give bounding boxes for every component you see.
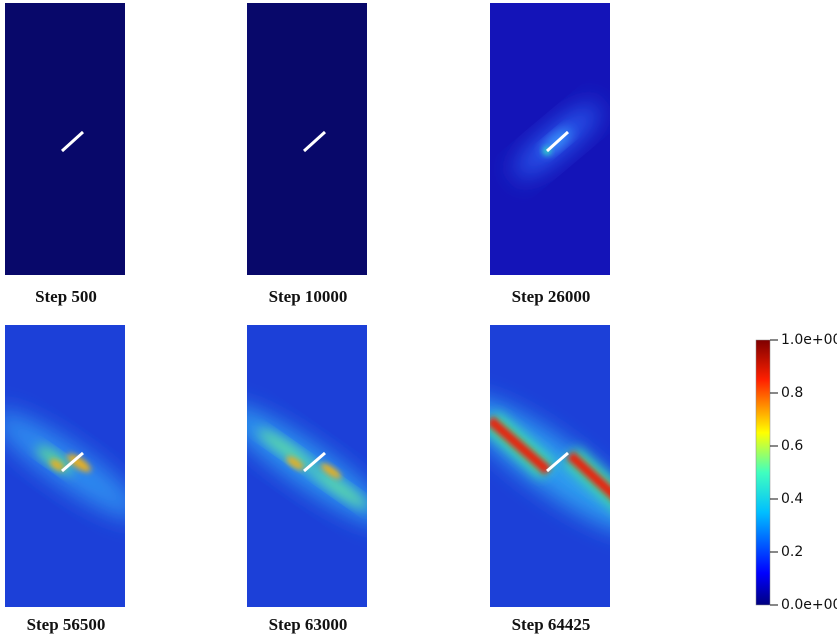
colorbar — [755, 339, 771, 606]
colorbar-ticks: 1.0e+00 0.8 0.6 0.4 0.2 0.0e+00 — [770, 332, 837, 613]
panel-image — [5, 3, 125, 275]
panel-image — [5, 325, 125, 607]
panel-image — [247, 3, 367, 275]
step-label: Step 10000 — [269, 287, 348, 306]
colorbar-tick-label: 0.2 — [781, 544, 803, 560]
colorbar-tick-label: 0.4 — [781, 491, 803, 507]
colorbar-tick-label: 0.6 — [781, 438, 803, 454]
panel-image — [490, 3, 610, 275]
step-label: Step 63000 — [269, 615, 348, 634]
colorbar-tick-label: 1.0e+00 — [781, 332, 837, 348]
colorbar-tick-label: 0.8 — [781, 385, 803, 401]
panel-image — [490, 325, 610, 607]
panel-image — [247, 325, 367, 607]
colorbar-tick-label: 0.0e+00 — [781, 597, 837, 613]
step-label: Step 56500 — [27, 615, 106, 634]
step-label: Step 64425 — [512, 615, 591, 634]
step-label: Step 26000 — [512, 287, 591, 306]
step-label: Step 500 — [35, 287, 97, 306]
